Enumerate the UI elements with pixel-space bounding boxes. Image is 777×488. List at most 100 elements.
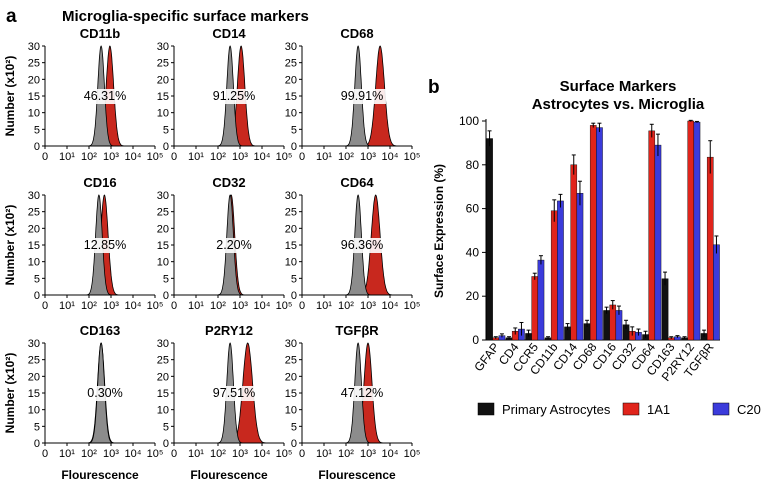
bar-chart: 020406080100GFAPCD4CCR5CD11bCD14CD68CD16… <box>459 114 720 384</box>
x-tick-label: 10⁵ <box>276 300 293 312</box>
percent-label: 2.20% <box>216 238 251 252</box>
panel-b-letter: b <box>428 77 440 98</box>
chart-legend: Primary Astrocytes 1A1 C20 <box>477 402 761 417</box>
y-tick-label: 10 <box>285 108 297 120</box>
y-tick-label: 0 <box>291 438 297 450</box>
y-axis-label-row-3: Number (x10²) <box>3 353 17 434</box>
y-tick-label: 0 <box>34 438 40 450</box>
x-tick-label: 10¹ <box>59 448 75 460</box>
legend-swatch-2 <box>622 402 640 416</box>
panel-a-letter: a <box>6 6 17 27</box>
percent-label-background <box>338 238 386 253</box>
bar-ccr5-series-2 <box>531 276 539 341</box>
legend-swatch-1 <box>477 402 495 416</box>
histogram-title: CD11b <box>80 26 121 41</box>
x-tick-label: 10³ <box>232 151 248 163</box>
x-tick-label: 0 <box>171 448 177 460</box>
y-tick-label: 60 <box>466 202 480 216</box>
y-tick-label: 15 <box>285 91 297 103</box>
bar-cd11b-series-3 <box>557 200 564 341</box>
y-tick-label: 10 <box>157 257 169 269</box>
percent-label: 91.25% <box>213 89 255 103</box>
bar-p2ry12-series-3 <box>693 121 701 341</box>
y-tick-label: 15 <box>28 388 40 400</box>
x-tick-label: 0 <box>299 151 305 163</box>
percent-label: 97.51% <box>213 386 255 400</box>
y-tick-label: 15 <box>285 388 297 400</box>
x-tick-label: 10⁴ <box>382 300 399 312</box>
y-tick-label: 10 <box>157 108 169 120</box>
x-tick-label: 10¹ <box>188 448 204 460</box>
x-tick-label: 10³ <box>232 300 248 312</box>
percent-label: 12.85% <box>84 238 126 252</box>
percent-label-background <box>81 89 129 104</box>
bar-p2ry12-series-2 <box>687 120 695 341</box>
y-tick-label: 0 <box>472 333 479 347</box>
x-tick-label: 10³ <box>103 300 119 312</box>
x-tick-label: 10² <box>210 448 226 460</box>
y-tick-label: 25 <box>157 207 169 219</box>
percent-label: 99.91% <box>341 89 383 103</box>
histogram-p2ry12: P2RY12 0 5 10 15 20 25 30 0 10¹ 10² 10³ 10⁴ 10⁵ 97.51% <box>157 323 293 460</box>
x-tick-label: 10⁴ <box>125 448 142 460</box>
x-tick-label: 10² <box>338 448 354 460</box>
percent-label-background <box>81 238 129 253</box>
histogram-title: CD163 <box>80 323 120 338</box>
y-tick-label: 25 <box>285 207 297 219</box>
y-tick-label: 5 <box>163 124 169 136</box>
y-tick-label: 80 <box>466 158 480 172</box>
percent-label-background <box>210 386 258 401</box>
x-tick-label: 0 <box>171 151 177 163</box>
y-tick-label: 5 <box>291 273 297 285</box>
x-tick-label: 10³ <box>360 300 376 312</box>
histogram-title: CD32 <box>212 175 245 190</box>
y-tick-label: 30 <box>157 190 169 202</box>
histogram-cd14: CD14 0 5 10 15 20 25 30 0 10¹ 10² 10³ 10⁴ 10⁵ 91.25% <box>157 26 293 163</box>
x-tick-label: 10³ <box>232 448 248 460</box>
histogram-title: P2RY12 <box>205 323 253 338</box>
x-tick-label: 10⁴ <box>254 300 271 312</box>
percent-label-background <box>84 386 126 401</box>
bar-ccr5-series-3 <box>537 259 545 341</box>
x-tick-label: 0 <box>42 151 48 163</box>
x-tick-label: 10¹ <box>59 151 75 163</box>
x-tick-label: 10⁴ <box>382 448 399 460</box>
y-tick-label: 25 <box>28 355 40 367</box>
y-tick-label: 5 <box>163 273 169 285</box>
y-tick-label: 15 <box>285 240 297 252</box>
chart-subtitle: Astrocytes vs. Microglia <box>532 96 705 113</box>
x-tick-label: 10¹ <box>316 151 332 163</box>
x-tick-label: 10¹ <box>188 300 204 312</box>
y-tick-label: 30 <box>28 190 40 202</box>
legend-label-1: Primary Astrocytes <box>502 402 611 417</box>
y-tick-label: 10 <box>28 257 40 269</box>
x-tick-label: 10⁴ <box>382 151 399 163</box>
x-axis-label-col-3: Flourescence <box>318 468 396 482</box>
y-tick-label: 30 <box>285 338 297 350</box>
bar-cd16-series-2 <box>609 304 617 341</box>
x-tick-label: 10² <box>81 300 97 312</box>
percent-label: 46.31% <box>84 89 126 103</box>
y-tick-label: 15 <box>28 240 40 252</box>
x-tick-label: 10² <box>81 151 97 163</box>
x-tick-label: 10¹ <box>316 300 332 312</box>
histogram-title: CD14 <box>212 26 246 41</box>
y-tick-label: 25 <box>157 58 169 70</box>
percent-label: 47.12% <box>341 386 383 400</box>
bar-cd16-series-3 <box>615 310 623 341</box>
y-tick-label: 20 <box>157 223 169 235</box>
x-tick-label: 10² <box>210 300 226 312</box>
percent-label: 0.30% <box>87 386 122 400</box>
y-tick-label: 20 <box>28 74 40 86</box>
histogram-cd64: CD64 0 5 10 15 20 25 30 0 10¹ 10² 10³ 10⁴ 10⁵ 96.36% <box>285 175 421 312</box>
y-tick-label: 20 <box>466 289 480 303</box>
bar-tgfβr-series-2 <box>706 156 714 341</box>
y-tick-label: 15 <box>28 91 40 103</box>
x-tick-label: 10² <box>210 151 226 163</box>
bar-cd16-series-1 <box>603 310 610 341</box>
histogram-tgfβr: TGFβR 0 5 10 15 20 25 30 0 10¹ 10² 10³ 10⁴ 10⁵ 47.12% <box>285 323 421 460</box>
x-tick-label: 10¹ <box>188 151 204 163</box>
bar-cd163-series-1 <box>661 278 669 341</box>
y-tick-label: 10 <box>285 257 297 269</box>
